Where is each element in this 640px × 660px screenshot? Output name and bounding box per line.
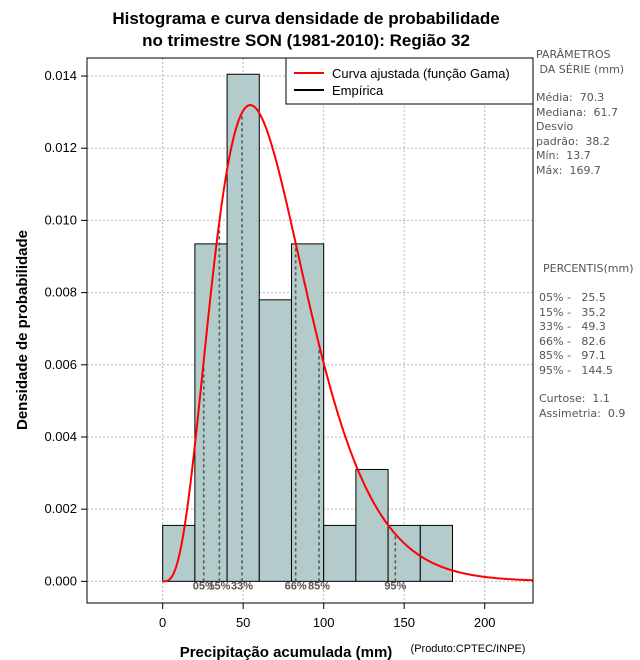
percentile-05: 05% - 25.5: [539, 291, 606, 304]
histogram-bar: [419, 524, 453, 582]
percentile-marker-label: 95%: [384, 580, 406, 592]
percentile-95: 95% - 144.5: [539, 363, 613, 377]
histogram-bar: [355, 468, 389, 582]
y-axis: 0.000 0.002 0.004 0.006 0.008 0.010 0.012 0.014: [44, 68, 87, 588]
x-tick-label: 50: [236, 615, 250, 630]
y-tick-label: 0.008: [44, 285, 77, 300]
legend-entry-curve: Curva ajustada (função Gama): [332, 66, 510, 81]
percentile-markers: 05%15% 33% 66% 85% 95%: [193, 112, 407, 592]
percentiles-list: 05% - 25.5 15% - 35.2 33% - 49.3 66% - 8…: [539, 291, 613, 378]
y-tick-label: 0.010: [44, 212, 77, 227]
percentile-marker-label: 05%: [193, 580, 215, 592]
percentile-marker-label: 33%: [231, 580, 253, 592]
percentiles-title: PERCENTIS(mm): [543, 262, 634, 275]
stat-min: Mín: 13.7: [536, 149, 591, 162]
x-tick-label: 200: [474, 615, 496, 630]
percentile-15: 15% - 35.2: [539, 305, 606, 319]
x-axis: 0 50 100 150 200: [159, 603, 496, 630]
y-tick-label: 0.004: [44, 429, 77, 444]
gamma-fit-curve: [162, 104, 534, 583]
x-tick-label: 150: [393, 615, 415, 630]
series-params-title-line-2: DA SÉRIE (mm): [536, 62, 625, 76]
stat-stddev: padrão: 38.2: [536, 134, 610, 148]
y-tick-label: 0.000: [44, 573, 77, 588]
percentile-marker-label: 66%: [285, 580, 307, 592]
histogram-bar: [323, 524, 357, 582]
percentile-66: 66% - 82.6: [539, 334, 606, 348]
histogram-bar: [226, 73, 260, 582]
chart-title-line-1: Histograma e curva densidade de probabil…: [112, 9, 499, 28]
stat-max: Máx: 169.7: [536, 163, 601, 177]
x-tick-label: 0: [159, 615, 166, 630]
y-tick-label: 0.006: [44, 357, 77, 372]
shape-stats: Curtose: 1.1 Assimetria: 0.9: [539, 392, 625, 421]
percentile-marker-label: 85%: [308, 580, 330, 592]
y-tick-label: 0.012: [44, 140, 77, 155]
percentile-marker-label: 15%: [208, 580, 230, 592]
series-params-title-line-1: PARÂMETROS: [536, 48, 611, 61]
histogram-bar: [258, 299, 292, 582]
stat-skewness: Assimetria: 0.9: [539, 406, 626, 420]
series-params-title: PARÂMETROS DA SÉRIE (mm): [536, 48, 624, 77]
stat-median: Mediana: 61.7: [536, 105, 618, 119]
percentile-85: 85% - 97.1: [539, 349, 606, 362]
x-tick-label: 100: [313, 615, 335, 630]
y-tick-label: 0.014: [44, 68, 77, 83]
stat-kurtosis: Curtose: 1.1: [539, 392, 610, 405]
histogram-bars: [162, 73, 453, 582]
chart-title-line-2: no trimestre SON (1981-2010): Região 32: [142, 31, 470, 50]
stat-stddev-label: Desvio: [536, 120, 574, 133]
stat-mean: Média: 70.3: [536, 91, 605, 104]
legend-box: [285, 57, 534, 105]
series-stats: Média: 70.3 Mediana: 61.7 Desvio padrão:…: [536, 91, 618, 178]
y-tick-label: 0.002: [44, 501, 77, 516]
y-axis-label: Densidade de probabilidade: [14, 230, 31, 430]
x-axis-label: Precipitação acumulada (mm): [180, 644, 393, 660]
percentile-33: 33% - 49.3: [539, 320, 606, 333]
credit-label: (Produto:CPTEC/INPE): [411, 643, 526, 655]
legend-entry-empirical: Empírica: [332, 83, 384, 98]
legend: Curva ajustada (função Gama) Empírica: [285, 57, 534, 105]
